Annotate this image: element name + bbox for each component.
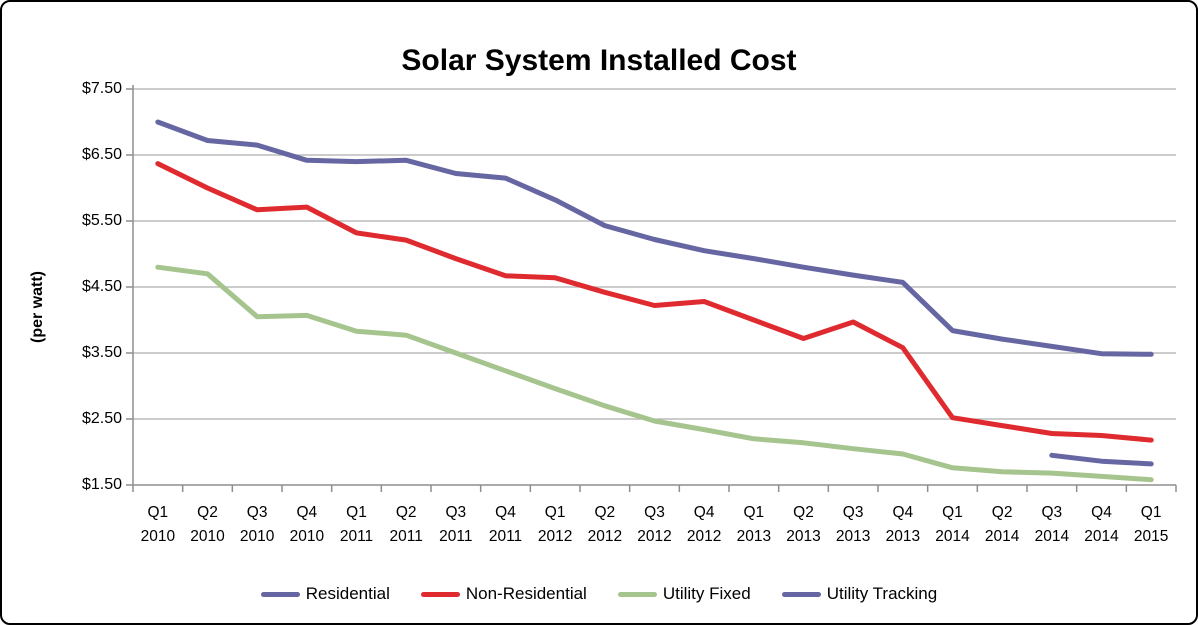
x-tick-year: 2014 <box>1084 528 1119 545</box>
x-tick-year: 2010 <box>190 528 225 545</box>
x-tick-label: Q4 2010 <box>290 501 324 549</box>
x-tick-label: Q4 2011 <box>489 501 522 549</box>
x-tick-label: Q1 2014 <box>935 501 969 549</box>
y-tick-label: $2.50 <box>81 410 122 427</box>
x-tick-quarter: Q2 <box>793 504 814 521</box>
x-tick-year: 2013 <box>885 528 921 545</box>
x-tick-year: 2013 <box>736 528 772 545</box>
x-tick-label: Q4 2013 <box>886 501 920 549</box>
x-tick-label: Q3 2010 <box>240 501 274 549</box>
x-tick-year: 2015 <box>1133 528 1169 545</box>
x-tick-year: 2011 <box>339 528 374 545</box>
x-tick-quarter: Q1 <box>1140 504 1162 521</box>
x-tick-year: 2014 <box>1034 528 1070 545</box>
x-tick-year: 2013 <box>835 528 871 545</box>
x-tick-label: Q1 2015 <box>1134 501 1168 549</box>
x-tick-quarter: Q2 <box>594 504 616 521</box>
x-tick-year: 2010 <box>140 528 176 545</box>
legend-label: Utility Fixed <box>662 584 751 603</box>
x-tick-label: Q1 2010 <box>141 501 175 549</box>
x-tick-label: Q2 2013 <box>786 501 820 549</box>
x-tick-label: Q2 2012 <box>588 501 622 549</box>
x-tick-year: 2012 <box>686 528 722 545</box>
x-tick-quarter: Q4 <box>693 504 715 521</box>
legend-item-utility-tracking: Utility Tracking <box>781 582 938 606</box>
x-tick-label: Q3 2011 <box>439 501 472 549</box>
legend-item-utility-fixed: Utility Fixed <box>617 582 751 606</box>
x-tick-year: 2013 <box>786 528 821 545</box>
x-tick-quarter: Q4 <box>892 504 914 521</box>
x-tick-quarter: Q3 <box>445 504 467 521</box>
legend-swatch <box>781 591 821 597</box>
x-tick-year: 2012 <box>637 528 672 545</box>
legend-item-residential: Residential <box>260 582 390 606</box>
x-tick-year: 2010 <box>289 528 325 545</box>
x-tick-label: Q1 2013 <box>737 501 771 549</box>
y-tick-label: $6.50 <box>81 146 122 163</box>
x-tick-label: Q3 2014 <box>1035 501 1069 549</box>
chart-title: Solar System Installed Cost <box>401 44 797 78</box>
legend-swatch <box>420 591 460 597</box>
x-tick-year: 2011 <box>439 528 473 545</box>
x-tick-year: 2011 <box>488 528 523 545</box>
y-tick-label: $7.50 <box>81 80 122 97</box>
y-tick-label: $5.50 <box>81 212 122 229</box>
chart-legend: Residential Non-Residential Utility Fixed U… <box>2 582 1196 606</box>
x-tick-year: 2012 <box>587 528 623 545</box>
legend-swatch <box>617 591 657 597</box>
x-tick-year: 2014 <box>984 528 1020 545</box>
x-tick-year: 2011 <box>389 528 423 545</box>
x-tick-quarter: Q2 <box>395 504 417 521</box>
legend-swatch <box>260 591 300 597</box>
line-utility-tracking <box>1049 452 1154 467</box>
legend-item-non-residential: Non-Residential <box>420 582 587 606</box>
x-tick-quarter: Q4 <box>1091 504 1112 521</box>
x-tick-label: Q3 2013 <box>836 501 870 549</box>
x-tick-quarter: Q3 <box>246 504 268 521</box>
line-residential <box>155 119 1154 357</box>
x-tick-year: 2012 <box>537 528 573 545</box>
y-tick-label: $1.50 <box>81 476 122 493</box>
x-tick-quarter: Q2 <box>991 504 1013 521</box>
x-tick-label: Q1 2011 <box>340 501 373 549</box>
x-tick-quarter: Q3 <box>1041 504 1063 521</box>
y-tick-label: $3.50 <box>81 344 122 361</box>
x-tick-label: Q2 2014 <box>985 501 1019 549</box>
line-utility-fixed <box>155 264 1154 483</box>
x-tick-label: Q4 2012 <box>687 501 721 549</box>
x-tick-quarter: Q4 <box>495 504 516 521</box>
legend-label: Utility Tracking <box>826 584 938 603</box>
x-tick-quarter: Q1 <box>544 504 566 521</box>
x-tick-label: Q3 2012 <box>637 501 671 549</box>
x-tick-label: Q2 2011 <box>389 501 422 549</box>
legend-label: Residential <box>305 584 390 603</box>
y-tick-label: $4.50 <box>81 278 122 295</box>
x-tick-quarter: Q1 <box>346 504 367 521</box>
legend-label: Non-Residential <box>465 584 587 603</box>
x-tick-quarter: Q1 <box>743 504 765 521</box>
x-tick-quarter: Q1 <box>942 504 963 521</box>
x-tick-quarter: Q2 <box>197 504 218 521</box>
x-tick-quarter: Q1 <box>147 504 169 521</box>
x-tick-label: Q2 2010 <box>190 501 224 549</box>
x-tick-label: Q4 2014 <box>1084 501 1118 549</box>
x-tick-label: Q1 2012 <box>538 501 572 549</box>
x-tick-year: 2014 <box>935 528 970 545</box>
line-non-residential <box>155 161 1154 443</box>
x-tick-quarter: Q3 <box>842 504 864 521</box>
x-tick-year: 2010 <box>239 528 275 545</box>
x-tick-quarter: Q3 <box>644 504 665 521</box>
x-tick-quarter: Q4 <box>296 504 318 521</box>
